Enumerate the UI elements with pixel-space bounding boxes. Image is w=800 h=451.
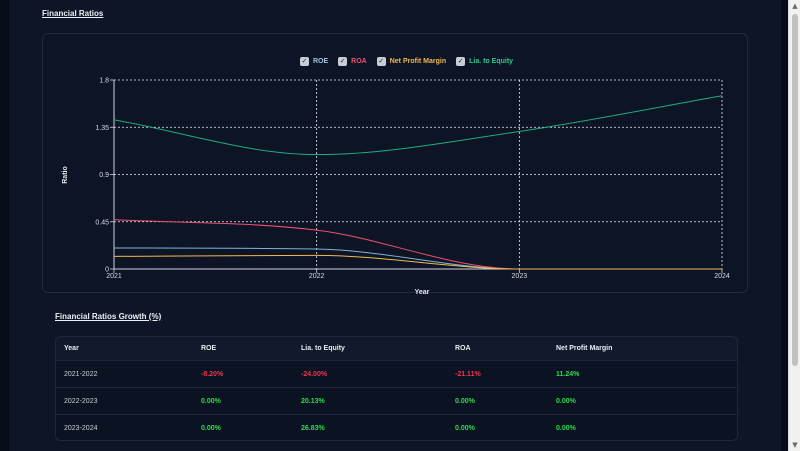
cell-value: 0.00% [548, 387, 737, 415]
cell-value: 11.24% [548, 360, 737, 388]
column-header-net-profit-margin: Net Profit Margin [548, 337, 737, 361]
legend-item-roe[interactable]: ✓ ROE [300, 56, 329, 66]
cell-year: 2022-2023 [56, 387, 193, 415]
cell-value: -24.00% [293, 360, 447, 388]
series-line-roe [113, 247, 722, 270]
column-header-lia-to-equity: Lia. to Equity [293, 337, 447, 361]
table-row: 2023-2024 0.00% 26.83% 0.00% 0.00% [56, 414, 737, 440]
vertical-scrollbar[interactable]: ▲ ▼ [788, 0, 800, 451]
checkbox-icon[interactable]: ✓ [456, 56, 466, 66]
column-header-year: Year [56, 337, 193, 361]
table-row: 2022-2023 0.00% 20.13% 0.00% 0.00% [56, 387, 737, 415]
column-header-roa: ROA [447, 337, 548, 361]
y-axis-label: Ratio [62, 166, 69, 184]
scrollbar-thumb[interactable] [792, 14, 798, 366]
x-tick-label: 2021 [106, 273, 122, 280]
y-tick-label: 0.45 [95, 219, 109, 226]
checkbox-icon[interactable]: ✓ [338, 56, 348, 66]
cell-year: 2023-2024 [56, 414, 193, 440]
chevron-down-icon[interactable]: ▼ [792, 441, 798, 449]
legend-label: Net Profit Margin [389, 57, 447, 65]
legend-item-lia-to-equity[interactable]: ✓ Lia. to Equity [456, 56, 514, 66]
growth-table: Year ROE Lia. to Equity ROA Net Profit M… [55, 336, 738, 441]
chart-legend: ✓ ROE ✓ ROA ✓ Net Profit Margin ✓ Lia. to Equit… [300, 55, 513, 67]
y-tick-label: 0 [105, 267, 109, 274]
legend-label: Lia. to Equity [469, 57, 514, 65]
x-tick-label: 2022 [309, 273, 325, 280]
growth-table-title: Financial Ratios Growth (%) [55, 312, 162, 321]
table-row: 2021-2022 -8.20% -24.00% -21.11% 11.24% [56, 360, 737, 388]
x-tick-label: 2024 [714, 273, 730, 280]
series-line-lia-to-equity [113, 95, 723, 156]
legend-label: ROA [351, 57, 367, 65]
legend-label: ROE [313, 57, 329, 65]
column-header-roe: ROE [193, 337, 293, 361]
y-tick-label: 1.35 [95, 125, 109, 132]
legend-item-net-profit-margin[interactable]: ✓ Net Profit Margin [376, 56, 447, 66]
x-axis-label: Year [415, 289, 430, 296]
checkbox-icon[interactable]: ✓ [300, 56, 309, 66]
cell-value: -21.11% [447, 360, 548, 388]
chart-card [42, 33, 748, 293]
cell-value: 20.13% [293, 387, 447, 415]
cell-year: 2021-2022 [56, 360, 193, 388]
chevron-up-icon[interactable]: ▲ [792, 2, 798, 10]
section-title: Financial Ratios [42, 9, 104, 18]
series-line-roa [113, 219, 722, 270]
page-margin-left [0, 0, 9, 451]
cell-value: -8.20% [193, 360, 293, 388]
checkbox-icon[interactable]: ✓ [376, 56, 386, 66]
cell-value: 0.00% [447, 387, 548, 415]
cell-value: 0.00% [193, 387, 293, 415]
cell-value: 26.83% [293, 414, 447, 440]
y-tick-label: 0.9 [99, 172, 109, 179]
cell-value: 0.00% [193, 414, 293, 440]
series-line-net-profit-margin [113, 254, 722, 270]
table-header-row: Year ROE Lia. to Equity ROA Net Profit M… [56, 337, 737, 361]
x-tick-label: 2023 [512, 273, 528, 280]
cell-value: 0.00% [548, 414, 737, 440]
legend-item-roa[interactable]: ✓ ROA [338, 56, 367, 66]
y-tick-label: 1.8 [99, 78, 109, 85]
cell-value: 0.00% [447, 414, 548, 440]
page-margin-right [781, 0, 788, 451]
